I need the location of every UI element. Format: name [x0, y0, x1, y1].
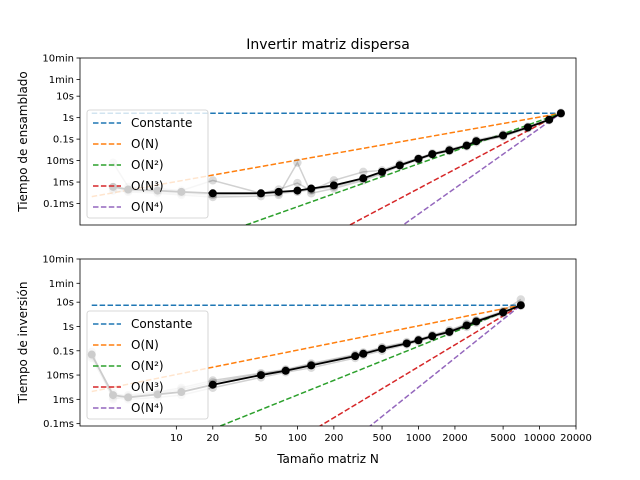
mean-point: [414, 336, 423, 345]
x-tick-label: 10: [170, 433, 183, 444]
mean-point: [556, 109, 565, 118]
legend-label: O(N⁴): [131, 200, 164, 214]
y-tick-label: 0.1ms: [43, 199, 74, 210]
y-tick-label: 10s: [56, 92, 74, 103]
mean-point: [378, 167, 387, 176]
mean-point: [428, 332, 437, 341]
x-tick-label: 500: [372, 433, 391, 444]
mean-point: [462, 141, 471, 150]
run-point: [293, 158, 302, 167]
mean-point: [414, 154, 423, 163]
legend-label: O(N²): [131, 158, 164, 172]
reference-line-3: [348, 112, 562, 225]
run-point: [359, 167, 368, 177]
y-tick-label: 0.1s: [53, 346, 74, 357]
mean-point: [395, 161, 404, 170]
x-tick-label: 2000: [442, 433, 467, 444]
mean-point: [499, 131, 508, 140]
mean-point: [462, 321, 471, 330]
x-tick-label: 20: [206, 433, 219, 444]
reference-line-2: [243, 112, 562, 225]
mean-point: [445, 146, 454, 155]
y-tick-label: 1s: [62, 113, 74, 124]
legend-label: Constante: [131, 317, 192, 331]
x-tick-label: 100: [288, 433, 307, 444]
y-tick-label: 10ms: [46, 156, 74, 167]
legend-label: O(N⁴): [131, 401, 164, 415]
legend-label: O(N): [131, 137, 159, 151]
mean-point: [256, 189, 265, 198]
mean-point: [516, 301, 525, 310]
axes-frame: [79, 57, 577, 226]
mean-point: [351, 352, 360, 361]
mean-point: [523, 123, 532, 132]
y-tick-label: 1s: [62, 322, 74, 333]
panel-assembly-time: 10min 1min 10s 1s 0.1s 10ms 1ms 0.1ms Tiempo de …: [16, 54, 577, 226]
x-tick-label: 1000: [406, 433, 431, 444]
y-tick-label: 10ms: [46, 371, 74, 382]
y-tick-label: 1ms: [53, 395, 74, 406]
x-axis-label: Tamaño matriz N: [276, 452, 379, 466]
mean-point: [545, 115, 554, 124]
mean-point: [472, 317, 481, 326]
y-axis-label: Tiempo de inversión: [16, 282, 30, 405]
legend-box: [86, 109, 209, 219]
reference-line-4: [401, 112, 562, 225]
reference-line-2: [218, 304, 522, 426]
legend: Constante O(N) O(N²) O(N³) O(N⁴): [86, 109, 209, 219]
y-tick-label: 1min: [49, 75, 74, 86]
mean-point: [307, 184, 316, 193]
mean-point: [359, 349, 368, 358]
x-tick-label: 5000: [490, 433, 515, 444]
plot-area: [87, 295, 526, 426]
panel-inversion-time: 10min 1min 10s 1s 0.1s 10ms 1ms 0.1ms 10 20 50 100 2…: [16, 255, 592, 445]
mean-point: [293, 186, 302, 195]
mean-point: [402, 339, 411, 348]
reference-line-4: [368, 304, 522, 426]
mean-point: [208, 380, 217, 389]
mean-point: [378, 344, 387, 353]
y-tick-label: 0.1s: [53, 135, 74, 146]
mean-point: [499, 308, 508, 317]
legend-label: O(N³): [131, 179, 164, 193]
reference-line-3: [318, 304, 522, 426]
legend-box: [86, 310, 209, 420]
mean-point: [428, 150, 437, 159]
y-tick-label: 1ms: [53, 178, 74, 189]
y-axis-label: Tiempo de ensamblado: [16, 71, 30, 213]
x-tick-label: 50: [255, 433, 268, 444]
y-tick-label: 10s: [56, 298, 74, 309]
axes-frame: [79, 258, 577, 427]
y-tick-label: 10min: [42, 255, 74, 266]
x-tick-label: 10000: [524, 433, 556, 444]
run-point: [516, 295, 526, 304]
y-tick-label: 10min: [42, 54, 74, 65]
mean-point: [208, 189, 217, 198]
run-point: [293, 178, 302, 188]
y-tick-label: 0.1ms: [43, 419, 74, 430]
mean-point: [359, 174, 368, 183]
mean-point: [329, 181, 338, 190]
mean-point: [281, 366, 290, 375]
legend-label: O(N²): [131, 359, 164, 373]
legend-label: O(N³): [131, 380, 164, 394]
x-tick-label: 200: [324, 433, 343, 444]
mean-point: [472, 137, 481, 146]
legend-label: O(N): [131, 338, 159, 352]
mean-point: [307, 361, 316, 370]
legend-label: Constante: [131, 116, 192, 130]
legend: Constante O(N) O(N²) O(N³) O(N⁴): [86, 310, 209, 420]
chart-title: Invertir matriz dispersa: [246, 37, 410, 53]
mean-point: [274, 187, 283, 196]
mean-point: [256, 371, 265, 380]
x-tick-label: 20000: [560, 433, 592, 444]
mean-point: [445, 327, 454, 336]
y-tick-label: 1min: [49, 279, 74, 290]
run-point: [208, 176, 217, 185]
